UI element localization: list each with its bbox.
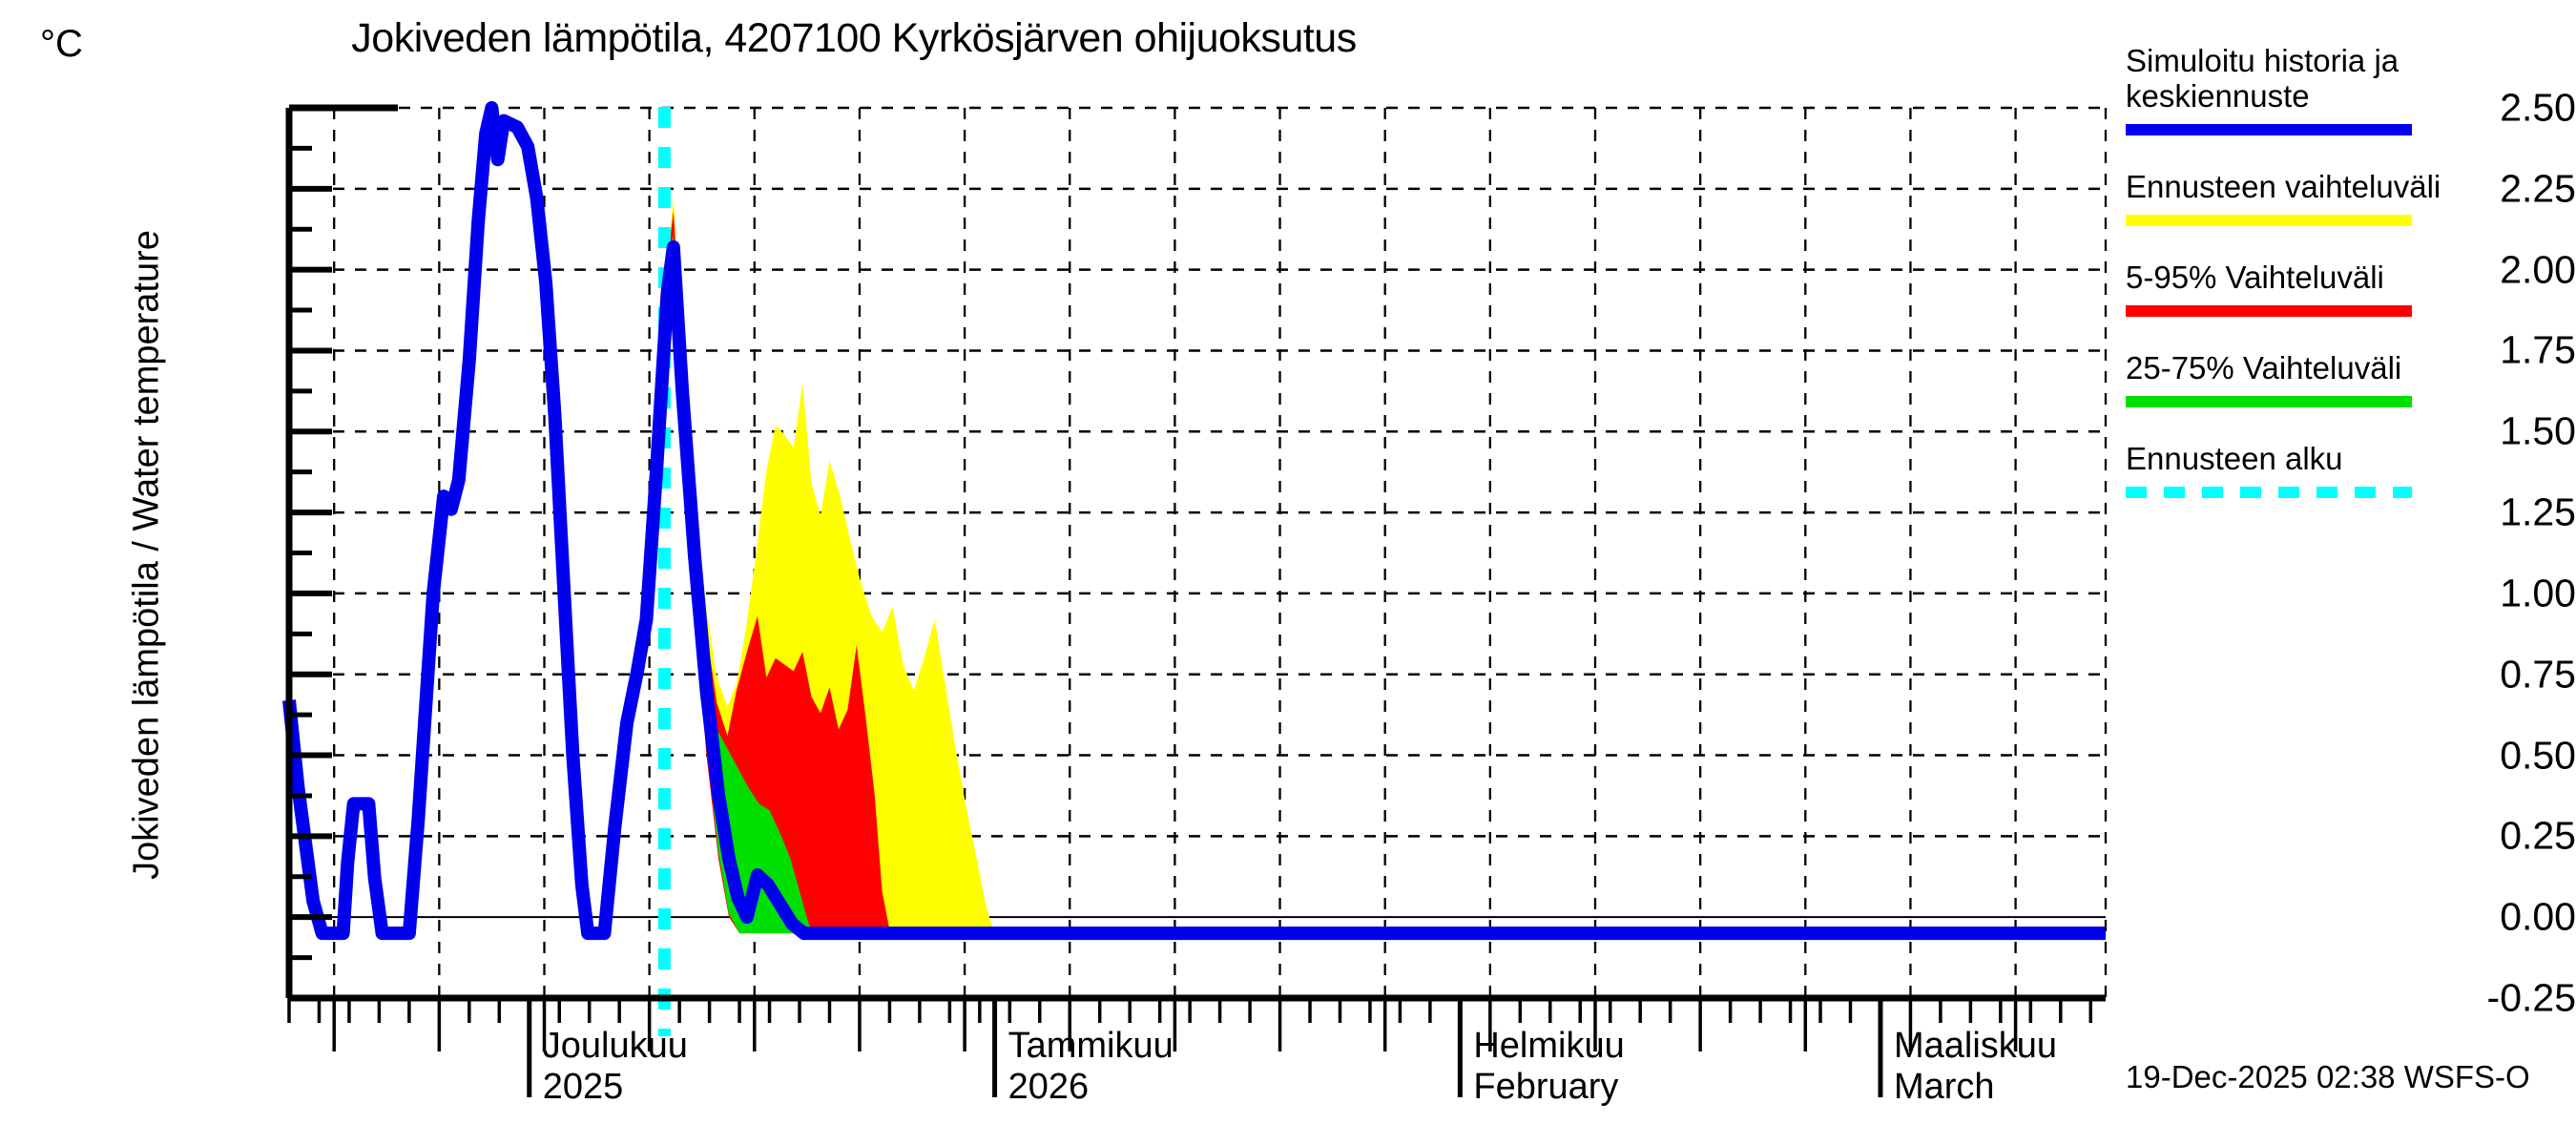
month-name-fi: Tammikuu bbox=[1008, 1026, 1174, 1066]
legend-text-line: Ennusteen vaihteluväli bbox=[2126, 169, 2441, 204]
y-tick-label: 0.00 bbox=[2500, 894, 2576, 939]
legend-forecast-range-label: Ennusteen vaihteluväli bbox=[2126, 169, 2545, 205]
y-tick-label: 2.25 bbox=[2500, 166, 2576, 211]
x-axis-month-label: Helmikuu February bbox=[1473, 1026, 1624, 1108]
month-name-fi: Helmikuu bbox=[1473, 1026, 1625, 1066]
chart-title: Jokiveden lämpötila, 4207100 Kyrkösjärve… bbox=[351, 15, 1357, 61]
x-axis-month-label: Tammikuu 2026 bbox=[1008, 1026, 1174, 1108]
legend-text-line: Simuloitu historia ja bbox=[2126, 43, 2399, 78]
y-tick-label: 0.50 bbox=[2500, 733, 2576, 778]
legend-text-line: Ennusteen alku bbox=[2126, 441, 2343, 476]
legend-text-line: keskiennuste bbox=[2126, 77, 2310, 114]
plot-background bbox=[289, 108, 2106, 998]
legend-simulated-history-label: Simuloitu historia ja keskiennuste bbox=[2126, 43, 2545, 114]
legend-25-75-range-label: 25-75% Vaihteluväli bbox=[2126, 350, 2545, 386]
y-tick-label: 1.00 bbox=[2500, 571, 2576, 615]
y-axis-unit-label: °C bbox=[40, 23, 83, 65]
x-axis-month-label: Maaliskuu March bbox=[1894, 1026, 2057, 1108]
month-sublabel: March bbox=[1893, 1067, 1995, 1107]
legend-text-line: 5-95% Vaihteluväli bbox=[2126, 260, 2384, 295]
month-sublabel: February bbox=[1473, 1067, 1619, 1107]
y-tick-label: 2.00 bbox=[2500, 247, 2576, 292]
legend-5-95-range-label: 5-95% Vaihteluväli bbox=[2126, 260, 2545, 296]
y-tick-label: 0.25 bbox=[2500, 813, 2576, 858]
legend-simulated-history-swatch bbox=[2126, 124, 2412, 135]
month-sublabel: 2025 bbox=[542, 1067, 624, 1107]
legend-text-line: 25-75% Vaihteluväli bbox=[2126, 350, 2402, 385]
series-line-simulated-history bbox=[282, 101, 2106, 941]
y-tick-label: 0.75 bbox=[2500, 652, 2576, 697]
y-tick-label: -0.25 bbox=[2486, 975, 2576, 1020]
y-tick-label: 2.50 bbox=[2500, 85, 2576, 130]
y-tick-label: 1.50 bbox=[2500, 408, 2576, 453]
y-tick-label: 1.25 bbox=[2500, 489, 2576, 534]
legend-forecast-start-swatch bbox=[2126, 487, 2412, 498]
legend-25-75-range-swatch bbox=[2126, 396, 2412, 407]
legend-forecast-start-label: Ennusteen alku bbox=[2126, 441, 2545, 477]
month-name-fi: Maaliskuu bbox=[1893, 1026, 2058, 1066]
month-sublabel: 2026 bbox=[1008, 1067, 1090, 1107]
legend-5-95-range-swatch bbox=[2126, 305, 2412, 317]
legend-forecast-range-swatch bbox=[2126, 215, 2412, 226]
footer-timestamp: 19-Dec-2025 02:38 WSFS-O bbox=[2126, 1059, 2530, 1094]
y-tick-label: 1.75 bbox=[2500, 327, 2576, 372]
